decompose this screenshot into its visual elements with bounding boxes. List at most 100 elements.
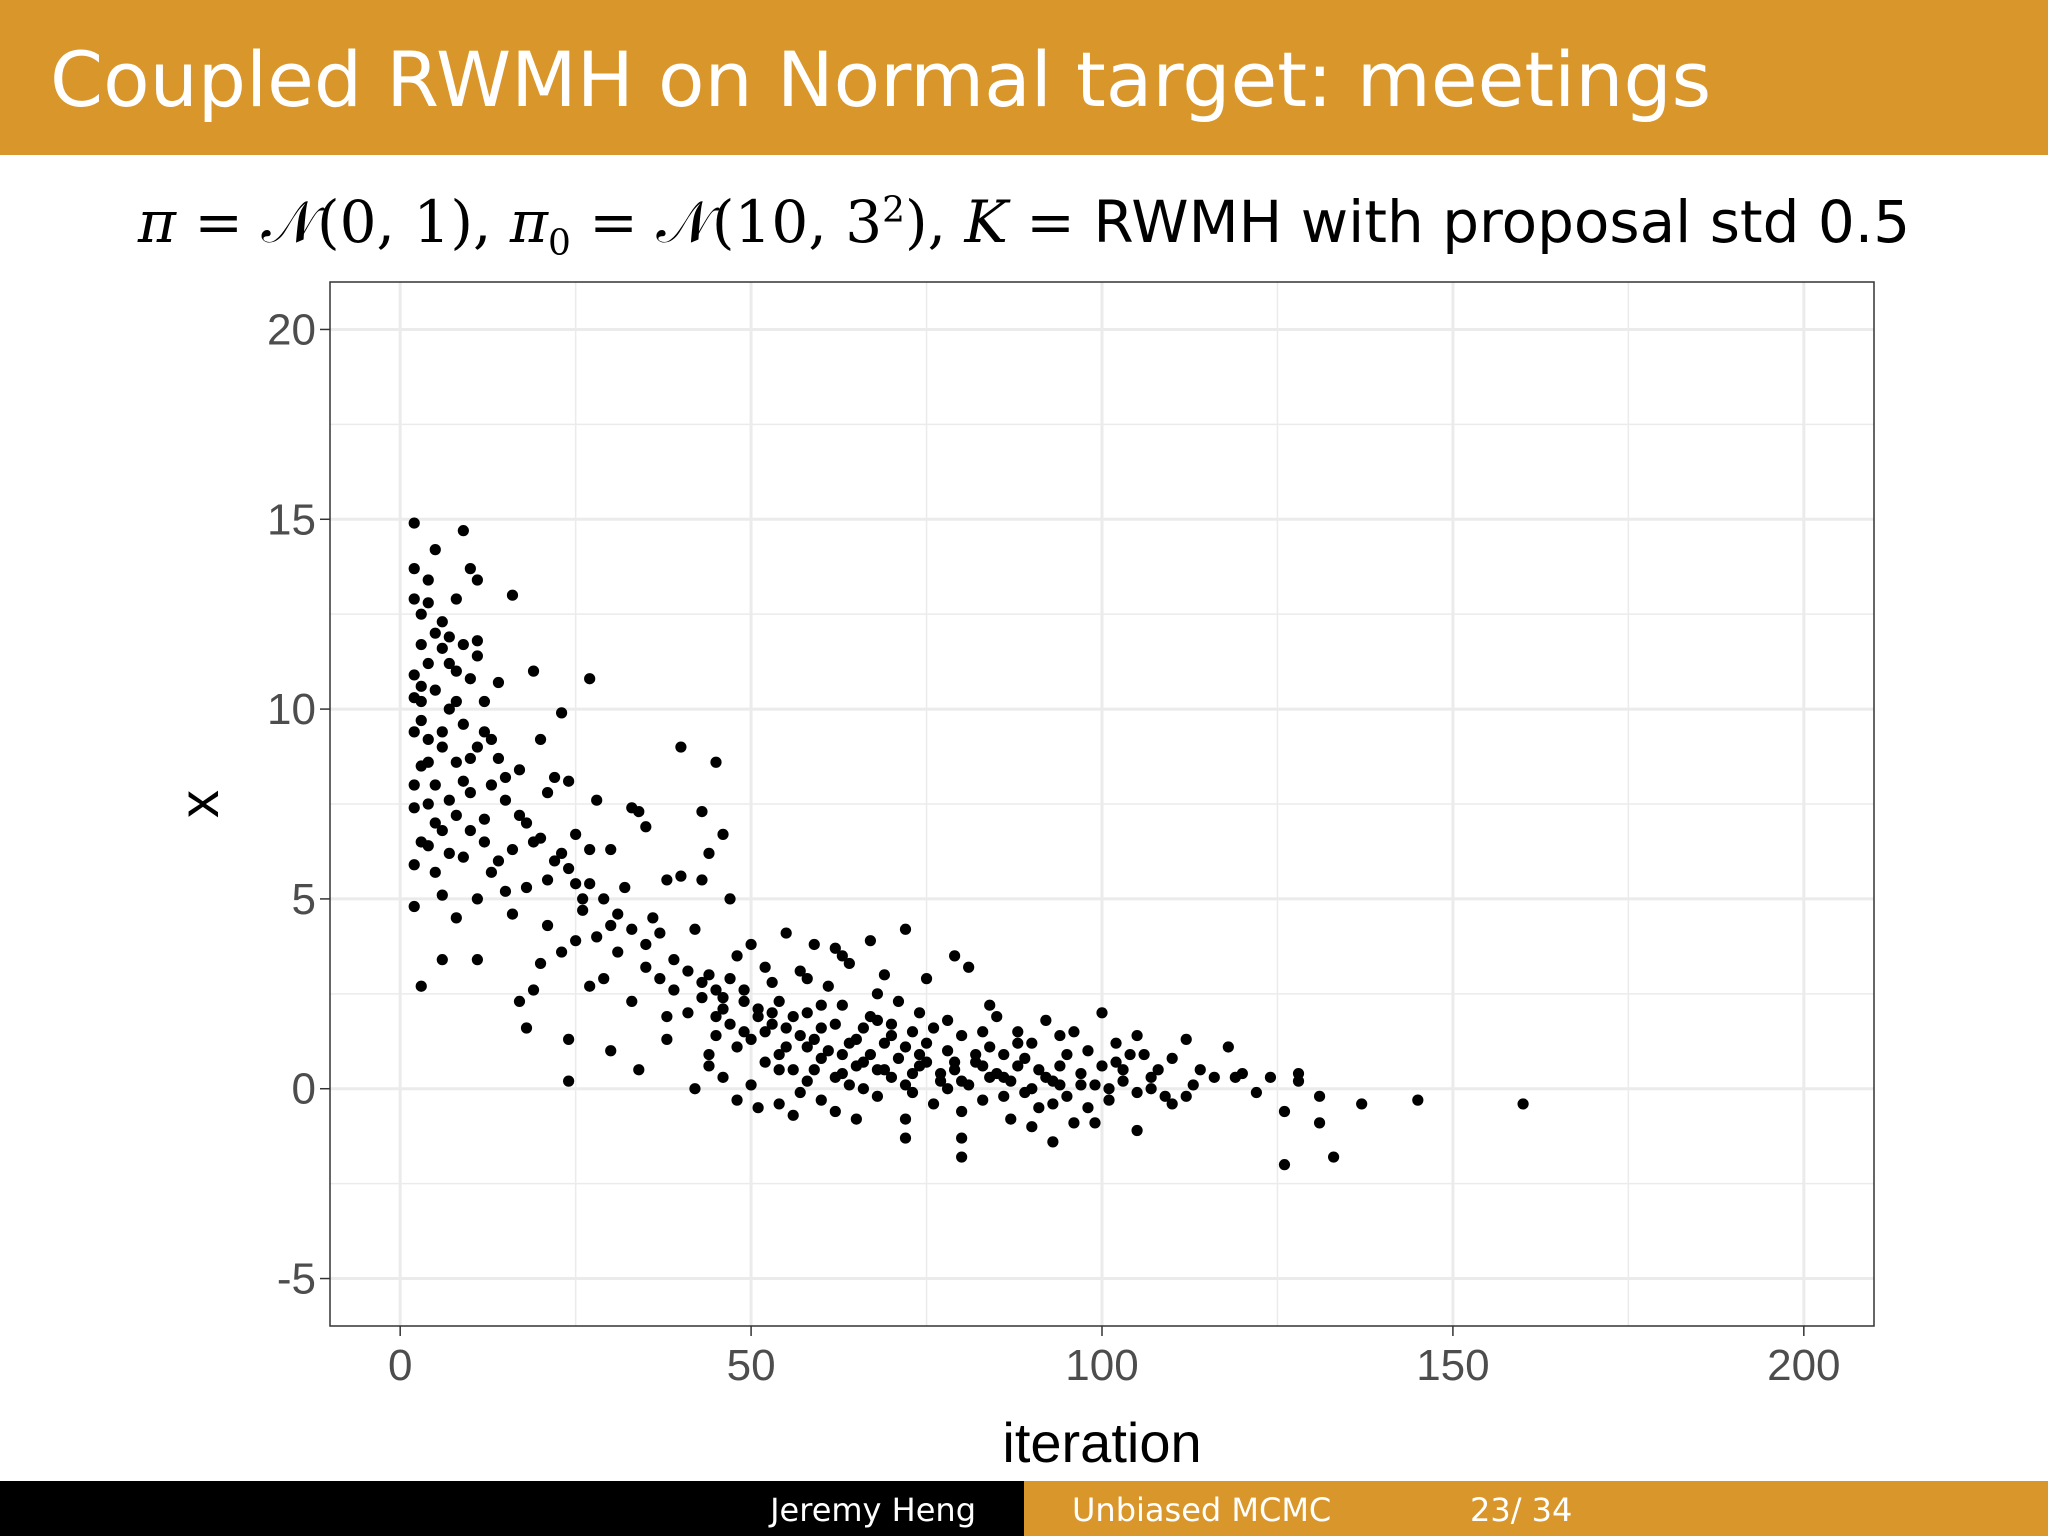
data-point [717, 828, 729, 840]
data-point [520, 881, 533, 894]
kernel-symbol: K [964, 188, 1008, 256]
data-point [710, 756, 722, 768]
data-point [808, 1033, 820, 1045]
data-point [591, 931, 603, 943]
data-point [471, 893, 483, 905]
data-point [913, 1048, 926, 1061]
y-tick-label: 20 [267, 305, 316, 354]
data-point [1110, 1037, 1122, 1049]
data-point [499, 771, 512, 784]
data-point [920, 1056, 933, 1068]
grid-major [330, 282, 1874, 1326]
data-point [745, 938, 757, 951]
data-point [984, 1071, 996, 1083]
data-point [408, 593, 420, 605]
footer: Jeremy Heng Unbiased MCMC 23/ 34 [0, 1481, 2048, 1536]
data-point [815, 1022, 827, 1034]
separator: , [472, 188, 510, 256]
data-point [1026, 1121, 1038, 1133]
data-point [942, 1045, 954, 1057]
data-point [450, 809, 462, 821]
data-point [548, 855, 561, 867]
chart-subtitle: π = 𝒩(0, 1), π0 = 𝒩(10, 32), K = RWMH wi… [0, 192, 2048, 261]
data-point [822, 1045, 834, 1057]
data-point [738, 1026, 750, 1038]
data-point [1117, 1075, 1129, 1087]
data-point [436, 726, 448, 738]
data-point [787, 1010, 799, 1023]
data-point [1313, 1117, 1326, 1129]
data-point [661, 1033, 673, 1045]
data-point [906, 1086, 919, 1099]
data-point [647, 912, 659, 924]
data-point [1033, 1064, 1045, 1076]
data-point [717, 992, 729, 1004]
data-point [977, 1026, 989, 1038]
data-point [422, 733, 434, 746]
data-point [956, 1151, 968, 1163]
data-point [815, 1094, 827, 1106]
data-point [563, 862, 575, 875]
data-point [485, 866, 498, 878]
data-point [703, 969, 715, 981]
data-point [506, 589, 519, 601]
normal-symbol-2: 𝒩 [656, 188, 712, 256]
data-point [415, 980, 427, 992]
data-point [1517, 1098, 1529, 1110]
init-args-close: ) [904, 188, 928, 256]
x-axis-label: iteration [1002, 1411, 1201, 1474]
data-point [1054, 1060, 1066, 1072]
data-point [485, 733, 498, 746]
data-point [478, 836, 490, 848]
data-point [436, 824, 448, 837]
data-point [408, 779, 420, 791]
data-point [949, 1056, 961, 1068]
slide-title: Coupled RWMH on Normal target: meetings [50, 35, 1712, 124]
data-point [703, 1048, 715, 1061]
data-point [520, 1022, 533, 1034]
data-point [899, 1041, 912, 1053]
data-point [766, 1018, 778, 1030]
data-point [527, 836, 540, 848]
data-point [1117, 1064, 1129, 1076]
data-point [584, 878, 596, 890]
data-point [1089, 1117, 1101, 1129]
footer-short-title: Unbiased MCMC [1072, 1491, 1332, 1529]
data-point [429, 544, 441, 556]
data-point [1005, 1075, 1017, 1087]
data-point [794, 1029, 806, 1042]
data-point [471, 635, 483, 647]
data-point [850, 1113, 862, 1125]
data-point [977, 1094, 989, 1106]
data-point [478, 813, 490, 825]
data-point [408, 669, 420, 681]
data-point [752, 1102, 764, 1114]
data-point [682, 965, 694, 977]
data-point [906, 1026, 919, 1038]
data-point [429, 817, 441, 829]
slide-title-bar: Coupled RWMH on Normal target: meetings [0, 0, 2048, 155]
data-point [457, 638, 469, 651]
data-point [675, 870, 687, 882]
data-point [478, 695, 490, 708]
data-point [563, 1033, 575, 1045]
data-point [1159, 1090, 1171, 1102]
data-point [422, 597, 434, 609]
data-point [527, 984, 540, 996]
data-point [408, 802, 420, 814]
y-axis-label: x [167, 790, 230, 818]
data-point [766, 1007, 778, 1019]
data-point [864, 935, 877, 947]
data-point [794, 1086, 806, 1099]
data-point [899, 1113, 912, 1125]
data-point [710, 1029, 722, 1042]
data-point [1047, 1098, 1059, 1110]
x-tick-label: 50 [727, 1341, 776, 1390]
data-point [633, 1064, 645, 1076]
data-point [857, 1083, 869, 1095]
data-point [556, 707, 568, 719]
data-point [829, 942, 841, 954]
data-point [534, 733, 547, 746]
data-point [1356, 1098, 1368, 1110]
data-point [892, 995, 905, 1008]
